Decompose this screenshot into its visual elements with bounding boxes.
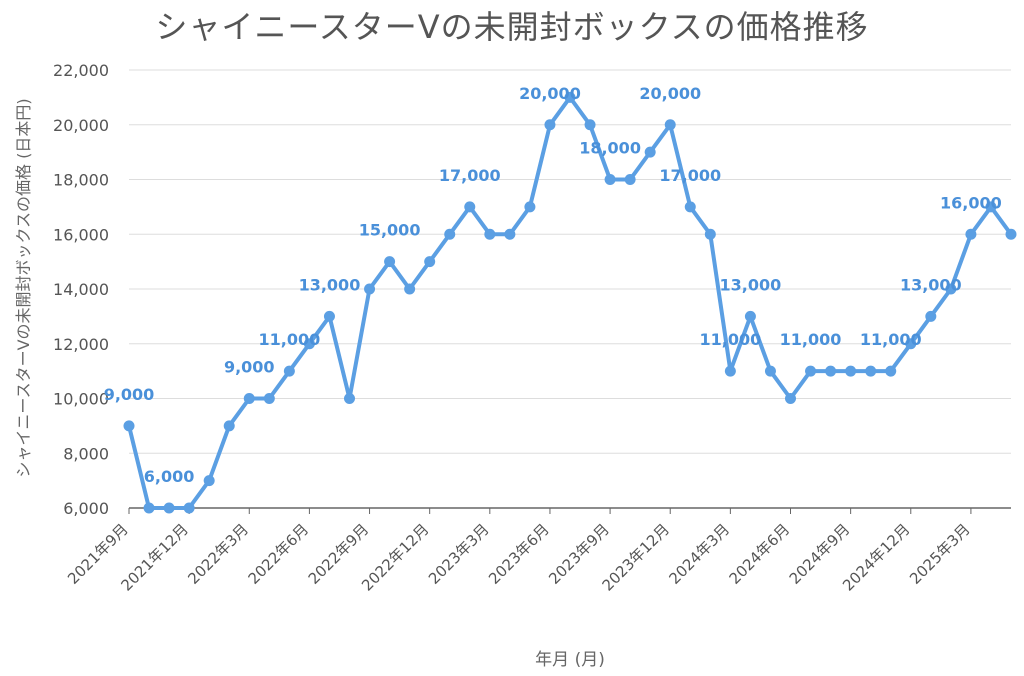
- data-point: [544, 119, 556, 131]
- data-label: 13,000: [900, 275, 962, 294]
- data-label: 11,000: [860, 330, 922, 349]
- data-point: [364, 283, 376, 295]
- x-tick-label: 2024年3月: [666, 520, 734, 588]
- data-point: [805, 365, 817, 377]
- data-point: [143, 502, 155, 514]
- data-point: [764, 365, 776, 377]
- data-point: [744, 310, 756, 322]
- data-point: [624, 174, 636, 185]
- x-tick-label: 2025年3月: [906, 520, 974, 588]
- data-point: [484, 228, 496, 240]
- data-label: 17,000: [659, 166, 721, 185]
- y-tick-label: 6,000: [63, 499, 109, 518]
- x-tick-label: 2023年6月: [485, 520, 553, 588]
- x-axis-label: 年月 (月): [535, 650, 605, 670]
- x-tick-label: 2024年6月: [726, 520, 794, 588]
- data-label: 15,000: [359, 221, 421, 240]
- data-point: [323, 310, 335, 322]
- data-point: [504, 228, 516, 240]
- data-point: [444, 228, 456, 240]
- data-point: [724, 365, 736, 377]
- data-point: [845, 365, 857, 377]
- data-point: [424, 256, 436, 268]
- x-tick-label: 2022年3月: [184, 520, 252, 588]
- data-point: [704, 228, 716, 240]
- data-label: 16,000: [940, 193, 1002, 212]
- data-label: 6,000: [144, 467, 195, 486]
- gridlines: [129, 69, 1011, 454]
- data-point: [464, 201, 476, 213]
- y-tick-label: 16,000: [53, 225, 109, 244]
- data-point: [303, 338, 315, 350]
- data-point: [564, 91, 576, 103]
- y-tick-label: 12,000: [53, 335, 109, 354]
- data-point: [263, 393, 275, 404]
- data-label: 9,000: [104, 385, 155, 404]
- data-label: 17,000: [439, 166, 501, 185]
- data-point: [664, 119, 676, 131]
- chart-title: シャイニースターVの未開封ボックスの価格推移: [155, 8, 869, 46]
- data-point: [283, 365, 295, 377]
- x-tick-labels: 2021年9月2021年12月2022年3月2022年6月2022年9月2022…: [64, 520, 974, 594]
- data-point: [524, 201, 536, 213]
- data-point: [183, 502, 195, 514]
- y-tick-labels: 6,000 8,000 10,000 12,000 14,000 16,000 18,000…: [53, 61, 109, 518]
- data-labels: 9,000 6,000 9,000 11,000 13,000 15,000 17,000 2…: [104, 84, 1002, 486]
- y-tick-label: 8,000: [63, 444, 109, 463]
- data-point: [905, 338, 917, 350]
- y-tick-label: 10,000: [53, 390, 109, 409]
- data-point: [384, 256, 396, 268]
- data-point: [965, 228, 977, 240]
- data-point: [584, 119, 596, 131]
- y-tick-label: 22,000: [53, 61, 109, 80]
- data-label: 13,000: [720, 275, 782, 294]
- data-point: [945, 283, 957, 295]
- data-point: [925, 310, 937, 322]
- data-label: 9,000: [224, 358, 275, 377]
- y-tick-label: 20,000: [53, 116, 109, 135]
- x-tick-label: 2022年6月: [245, 520, 313, 588]
- data-label: 20,000: [639, 84, 701, 103]
- data-label: 11,000: [699, 330, 761, 349]
- data-point: [404, 283, 416, 295]
- y-tick-label: 18,000: [53, 171, 109, 190]
- data-point: [785, 393, 796, 404]
- data-points: [123, 91, 1017, 514]
- axes: [128, 507, 1011, 514]
- data-point: [985, 201, 997, 213]
- data-label: 20,000: [519, 84, 581, 103]
- data-point: [203, 475, 215, 487]
- data-label: 13,000: [299, 275, 361, 294]
- data-point: [604, 174, 616, 185]
- data-label: 11,000: [780, 330, 842, 349]
- data-label: 18,000: [579, 139, 641, 158]
- data-point: [885, 365, 897, 377]
- data-point: [825, 365, 837, 377]
- price-series: [127, 95, 1013, 510]
- data-point: [644, 146, 656, 158]
- data-label: 11,000: [258, 330, 320, 349]
- data-point: [243, 393, 255, 404]
- data-point: [223, 420, 235, 432]
- price-line: [127, 95, 1013, 510]
- data-point: [344, 393, 355, 404]
- data-point: [865, 365, 877, 377]
- y-tick-label: 14,000: [53, 280, 109, 299]
- data-point: [684, 201, 696, 213]
- data-point: [123, 420, 135, 432]
- data-point: [163, 502, 175, 514]
- data-point: [1005, 228, 1017, 240]
- x-tick-label: 2023年3月: [425, 520, 493, 588]
